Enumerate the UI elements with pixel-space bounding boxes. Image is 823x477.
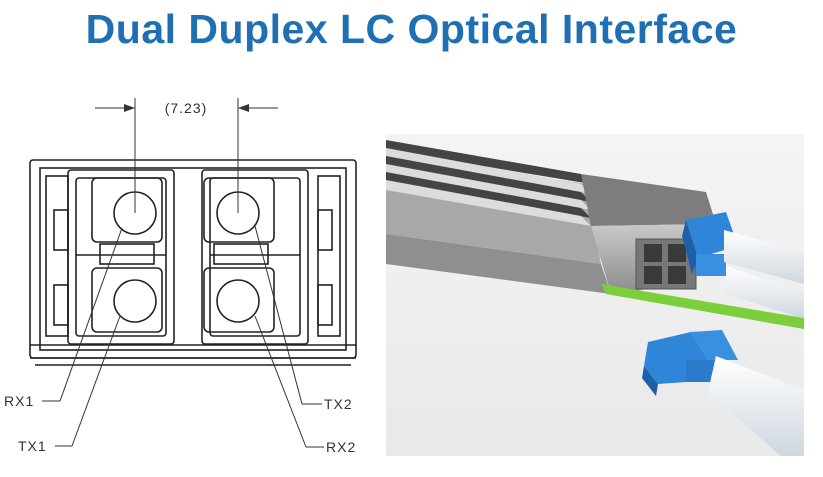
drawing-outer-housing (29, 159, 357, 359)
transceiver-module (386, 140, 716, 294)
loose-lc-connector (642, 330, 738, 396)
fiber-cable-loose (708, 356, 804, 456)
label-tx2: TX2 (324, 396, 353, 412)
label-rx1: RX1 (4, 393, 34, 409)
drawing-port-rx1 (91, 177, 163, 243)
drawing-left-port-block (67, 169, 175, 345)
drawing-port-rx2 (203, 267, 275, 333)
drawing-ferrule-rx2 (216, 279, 260, 323)
drawing-ferrule-tx1 (113, 279, 157, 323)
drawing-inner-housing (39, 167, 347, 351)
lc-interface-drawing: (7.23) RX1 TX1 TX2 RX2 (4, 98, 357, 455)
transceiver-photo (386, 134, 804, 456)
dimension-label: (7.23) (165, 100, 208, 116)
label-rx2: RX2 (326, 439, 356, 455)
pcb-edge (601, 284, 804, 329)
drawing-port-tx2 (203, 177, 275, 243)
drawing-port-tx1 (91, 267, 163, 333)
page-title: Dual Duplex LC Optical Interface (85, 6, 738, 52)
drawing-right-port-block (201, 169, 309, 345)
fiber-cable-upper (724, 230, 804, 284)
label-tx1: TX1 (18, 438, 47, 454)
fiber-cable-lower (726, 266, 804, 319)
